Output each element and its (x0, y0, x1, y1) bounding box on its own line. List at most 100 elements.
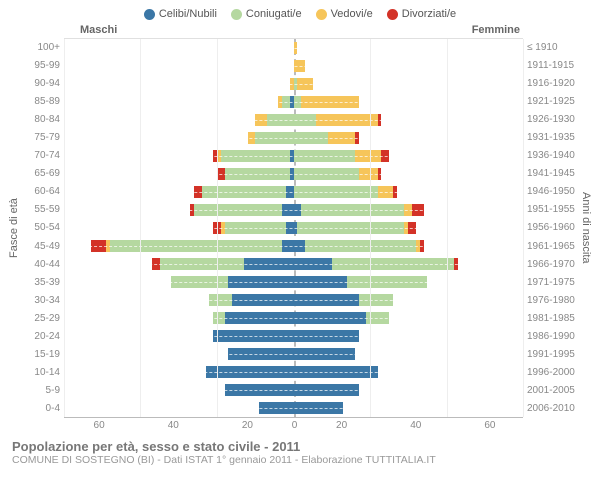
bar-row (64, 291, 523, 309)
legend-swatch (387, 9, 398, 20)
bar-row (64, 363, 523, 381)
y-axis-right-title: Anni di nascita (578, 38, 594, 418)
year-tick: ≤ 1910 (527, 38, 578, 56)
y-axis-right-ticks: ≤ 19101911-19151916-19201921-19251926-19… (523, 38, 578, 418)
legend-swatch (144, 9, 155, 20)
bar-row (64, 327, 523, 345)
age-tick: 65-69 (22, 165, 60, 183)
footer: Popolazione per età, sesso e stato civil… (0, 431, 600, 466)
year-tick: 1921-1925 (527, 92, 578, 110)
age-tick: 40-44 (22, 255, 60, 273)
age-tick: 90-94 (22, 74, 60, 92)
age-tick: 35-39 (22, 273, 60, 291)
legend-swatch (316, 9, 327, 20)
bar-row (64, 237, 523, 255)
legend-label: Divorziati/e (402, 8, 456, 20)
year-tick: 1981-1985 (527, 309, 578, 327)
grid-line (140, 39, 141, 417)
year-tick: 1956-1960 (527, 219, 578, 237)
year-tick: 2006-2010 (527, 400, 578, 418)
age-tick: 0-4 (22, 400, 60, 418)
year-tick: 1976-1980 (527, 291, 578, 309)
legend: Celibi/Nubili Coniugati/e Vedovi/e Divorzia… (0, 0, 600, 24)
year-tick: 1946-1950 (527, 183, 578, 201)
year-tick: 1961-1965 (527, 237, 578, 255)
year-tick: 1936-1940 (527, 147, 578, 165)
year-tick: 1911-1915 (527, 56, 578, 74)
bar-row (64, 201, 523, 219)
chart-title: Popolazione per età, sesso e stato civil… (12, 439, 588, 454)
age-tick: 85-89 (22, 92, 60, 110)
age-tick: 70-74 (22, 147, 60, 165)
age-tick: 100+ (22, 38, 60, 56)
bar-row (64, 345, 523, 363)
chart-subtitle: COMUNE DI SOSTEGNO (BI) - Dati ISTAT 1° … (12, 454, 588, 466)
bar-row (64, 111, 523, 129)
age-tick: 95-99 (22, 56, 60, 74)
x-tick: 0 (285, 420, 305, 431)
x-tick: 20 (305, 420, 379, 431)
bar-row (64, 93, 523, 111)
age-tick: 15-19 (22, 346, 60, 364)
bar-row (64, 75, 523, 93)
year-tick: 1951-1955 (527, 201, 578, 219)
year-tick: 1991-1995 (527, 346, 578, 364)
legend-swatch (231, 9, 242, 20)
male-header: Maschi (80, 24, 117, 36)
legend-item: Divorziati/e (387, 8, 456, 20)
bar-row (64, 399, 523, 417)
bar-row (64, 129, 523, 147)
age-tick: 45-49 (22, 237, 60, 255)
female-header: Femmine (472, 24, 520, 36)
bar-row (64, 147, 523, 165)
y-axis-left-title: Fasce di età (6, 38, 22, 418)
x-tick: 60 (62, 420, 136, 431)
grid-line (447, 39, 448, 417)
x-tick: 60 (453, 420, 527, 431)
year-tick: 1966-1970 (527, 255, 578, 273)
legend-item: Vedovi/e (316, 8, 373, 20)
legend-label: Vedovi/e (331, 8, 373, 20)
y-axis-left-ticks: 100+95-9990-9485-8980-8475-7970-7465-696… (22, 38, 64, 418)
year-tick: 1941-1945 (527, 165, 578, 183)
age-tick: 75-79 (22, 128, 60, 146)
age-tick: 25-29 (22, 309, 60, 327)
chart-area: Fasce di età 100+95-9990-9485-8980-8475-… (0, 38, 600, 418)
grid-line (64, 39, 65, 417)
bar-row (64, 381, 523, 399)
age-tick: 20-24 (22, 328, 60, 346)
bar-row (64, 309, 523, 327)
legend-item: Coniugati/e (231, 8, 302, 20)
age-tick: 30-34 (22, 291, 60, 309)
year-tick: 2001-2005 (527, 382, 578, 400)
grid-line (523, 39, 524, 417)
x-tick: 40 (136, 420, 210, 431)
x-tick: 40 (379, 420, 453, 431)
bar-row (64, 39, 523, 57)
gender-headers: Maschi Femmine (0, 24, 600, 38)
year-tick: 1926-1930 (527, 110, 578, 128)
age-tick: 55-59 (22, 201, 60, 219)
age-tick: 10-14 (22, 364, 60, 382)
legend-item: Celibi/Nubili (144, 8, 217, 20)
age-tick: 50-54 (22, 219, 60, 237)
year-tick: 1916-1920 (527, 74, 578, 92)
age-tick: 80-84 (22, 110, 60, 128)
legend-label: Celibi/Nubili (159, 8, 217, 20)
bar-row (64, 165, 523, 183)
year-tick: 1971-1975 (527, 273, 578, 291)
plot (64, 38, 523, 418)
age-tick: 60-64 (22, 183, 60, 201)
bar-row (64, 183, 523, 201)
bar-row (64, 273, 523, 291)
grid-line (217, 39, 218, 417)
grid-line (370, 39, 371, 417)
bar-row (64, 255, 523, 273)
x-tick: 20 (210, 420, 284, 431)
year-tick: 1931-1935 (527, 128, 578, 146)
age-tick: 5-9 (22, 382, 60, 400)
bar-row (64, 219, 523, 237)
year-tick: 1996-2000 (527, 364, 578, 382)
year-tick: 1986-1990 (527, 328, 578, 346)
legend-label: Coniugati/e (246, 8, 302, 20)
